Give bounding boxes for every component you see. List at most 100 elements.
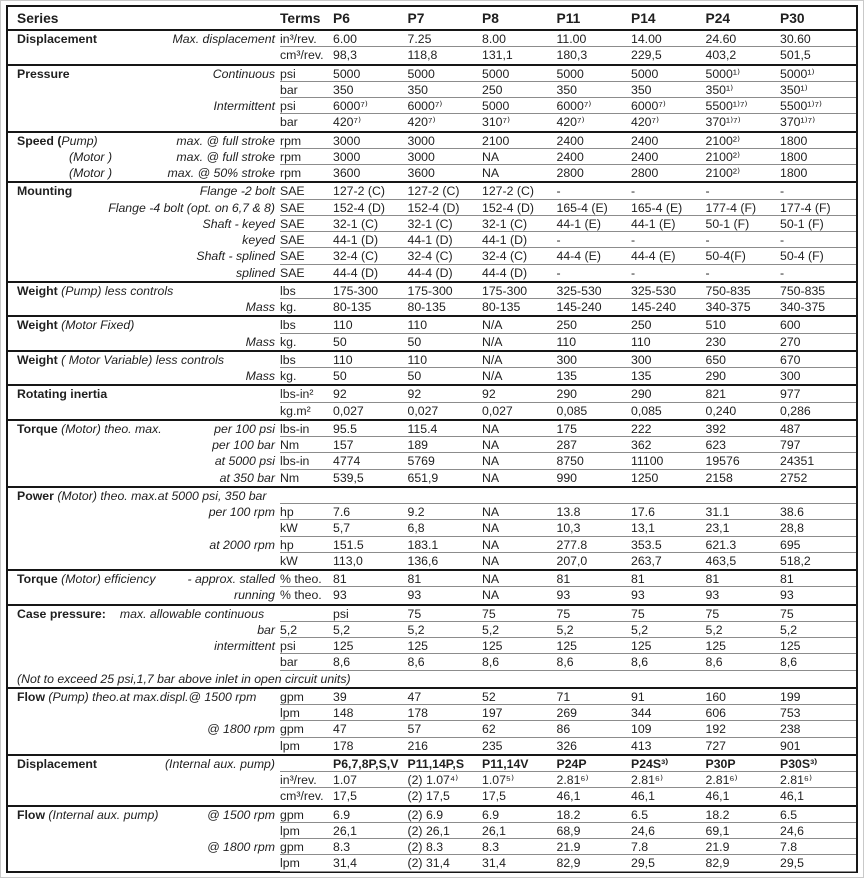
value-cell: 727 bbox=[705, 738, 727, 753]
value-cell: 82,9 bbox=[705, 856, 730, 871]
row-label bbox=[8, 772, 280, 788]
value-cell: 47 bbox=[407, 689, 422, 704]
row-label-bold: Weight bbox=[17, 318, 58, 333]
value-cell: 32-4 (C) bbox=[333, 249, 379, 264]
row-values: kW 113,0 136,6 NA 207,0 263,7 463,5 518,2 bbox=[280, 553, 856, 569]
table-row: Rotating inertia lbs-in² 92 92 92 290 290 821 97… bbox=[8, 384, 856, 403]
row-label-bold: Pressure bbox=[17, 66, 70, 81]
table-row: bar 5,2 5,2 5,2 5,2 5,2 5,2 5,2 5,2 bbox=[8, 622, 856, 638]
value-cell: 80-135 bbox=[333, 300, 372, 314]
row-label: splined bbox=[8, 265, 280, 281]
row-label: per 100 bar bbox=[8, 437, 280, 453]
col-header: P14 bbox=[631, 11, 656, 26]
value-cell: 370¹⁾⁷⁾ bbox=[705, 115, 741, 130]
value-cell: 6000⁷⁾ bbox=[407, 99, 443, 113]
terms-cell: lbs bbox=[280, 283, 296, 298]
value-cell: 821 bbox=[705, 387, 727, 402]
header-columns: Terms P6 P7 P8 P11 P14 P24 P30 bbox=[280, 8, 856, 29]
row-label: (Motor ) max. @ full stroke bbox=[8, 149, 280, 165]
value-cell: 0,240 bbox=[705, 403, 737, 418]
row-label bbox=[8, 403, 280, 419]
value-cell: (2) 17,5 bbox=[407, 789, 450, 804]
value-cell: 19576 bbox=[705, 454, 740, 469]
value-cell: 651,9 bbox=[407, 470, 439, 485]
row-sublabel: @ 1500 rpm bbox=[207, 807, 275, 822]
value-cell: 238 bbox=[780, 722, 801, 737]
value-cell: (2) 31,4 bbox=[407, 856, 450, 871]
row-sublabel: Intermittent bbox=[213, 99, 275, 113]
table-row: Flow (Pump) theo.at max.displ.@ 1500 rpm… bbox=[8, 686, 856, 705]
value-cell: 5,2 bbox=[705, 622, 723, 637]
value-cell: 8.00 bbox=[482, 32, 506, 46]
table-row: Intermittent psi 6000⁷⁾ 6000⁷⁾ 5000 6000⁷⁾ 600… bbox=[8, 98, 856, 115]
value-cell: 222 bbox=[631, 421, 652, 436]
value-cell: 263,7 bbox=[631, 553, 662, 568]
value-cell: 11.00 bbox=[556, 32, 587, 46]
row-values: bar 420⁷⁾ 420⁷⁾ 310⁷⁾ 420⁷⁾ 420⁷⁾ 370¹⁾⁷⁾ 370¹⁾… bbox=[280, 114, 856, 130]
value-cell: (2) 1.07⁴⁾ bbox=[407, 773, 459, 787]
terms-cell: lpm bbox=[280, 738, 300, 753]
value-cell: 1.07 bbox=[333, 773, 357, 787]
value-cell: 8,6 bbox=[407, 655, 425, 670]
value-cell: 5000¹⁾ bbox=[705, 66, 740, 81]
col-header: P11 bbox=[556, 11, 581, 26]
value-cell: 145-240 bbox=[631, 300, 677, 314]
value-cell: 2.81⁶⁾ bbox=[556, 773, 589, 787]
value-cell: 5,2 bbox=[482, 622, 500, 637]
terms-cell: kg. bbox=[280, 369, 297, 383]
terms-cell: rpm bbox=[280, 166, 302, 180]
value-cell: 8,6 bbox=[482, 655, 500, 670]
value-cell: 8,6 bbox=[631, 655, 649, 670]
row-sublabel: max. @ full stroke bbox=[176, 149, 275, 164]
value-cell: 92 bbox=[482, 387, 496, 402]
row-label bbox=[8, 82, 280, 98]
row-values: Nm 539,5 651,9 NA 990 1250 2158 2752 bbox=[280, 470, 856, 486]
row-label: @ 1800 rpm bbox=[8, 839, 280, 855]
row-label-bold: Flow bbox=[17, 689, 46, 704]
value-cell: 5000 bbox=[556, 66, 584, 81]
row-label: Mounting Flange -2 bolt bbox=[8, 183, 280, 199]
terms-cell: % theo. bbox=[280, 588, 322, 603]
row-values: gpm 47 57 62 86 109 192 238 bbox=[280, 721, 856, 738]
value-cell: 277.8 bbox=[556, 537, 588, 552]
terms-cell: lbs bbox=[280, 318, 296, 333]
value-cell: 31.1 bbox=[705, 505, 730, 519]
col-header: P24 bbox=[705, 11, 731, 26]
row-sublabel: Max. displacement bbox=[172, 32, 275, 46]
row-values: cm³/rev. 98,3 118,8 131,1 180,3 229,5 403,2 501… bbox=[280, 47, 856, 63]
table-row: per 100 rpm hp 7.6 9.2 NA 13.8 17.6 31.1 38.6 bbox=[8, 504, 856, 521]
row-values: P6,7,8P,S,V P11,14P,S P11,14V P24P P24S³⁾ P30… bbox=[280, 756, 856, 772]
value-cell: 152-4 (D) bbox=[482, 200, 534, 215]
value-cell: 5500¹⁾⁷⁾ bbox=[780, 99, 822, 113]
value-cell: 901 bbox=[780, 738, 801, 753]
value-cell: 2800 bbox=[631, 166, 659, 180]
value-cell: 2.81⁶⁾ bbox=[705, 773, 738, 787]
value-cell: NA bbox=[482, 149, 500, 164]
value-cell: 110 bbox=[333, 352, 353, 367]
value-cell: 24351 bbox=[780, 454, 815, 469]
value-cell: 92 bbox=[333, 387, 347, 402]
terms-cell: psi bbox=[280, 66, 296, 81]
value-cell: (2) 6.9 bbox=[407, 807, 444, 822]
value-cell: 2.81⁶⁾ bbox=[780, 773, 813, 787]
terms-cell: SAE bbox=[280, 233, 305, 247]
table-row: at 5000 psi lbs-in 4774 5769 NA 8750 11100 1957… bbox=[8, 453, 856, 470]
row-label: Weight (Pump) less controls bbox=[8, 283, 280, 299]
value-cell: - bbox=[556, 233, 561, 247]
value-cell: 31,4 bbox=[482, 856, 506, 871]
terms-cell: psi bbox=[280, 639, 296, 653]
value-cell: 17.6 bbox=[631, 505, 655, 519]
value-cell: 10,3 bbox=[556, 521, 581, 536]
row-sublabel: Shaft - splined bbox=[196, 249, 275, 264]
value-cell: NA bbox=[482, 537, 500, 552]
value-cell: - bbox=[631, 184, 636, 199]
value-cell bbox=[557, 488, 632, 503]
value-cell: 21.9 bbox=[705, 840, 730, 854]
value-cell: 5,2 bbox=[407, 622, 425, 637]
row-label: Weight ( Motor Variable) less controls bbox=[8, 352, 280, 368]
row-values: in³/rev. 1.07 (2) 1.07⁴⁾ 1.07⁵⁾ 2.81⁶⁾ 2.81⁶⁾… bbox=[280, 772, 856, 789]
value-cell: 8,6 bbox=[333, 655, 351, 670]
row-values: lpm 148 178 197 269 344 606 753 bbox=[280, 705, 856, 722]
terms-cell: lbs-in² bbox=[280, 387, 314, 402]
value-cell: 7.6 bbox=[333, 505, 351, 519]
